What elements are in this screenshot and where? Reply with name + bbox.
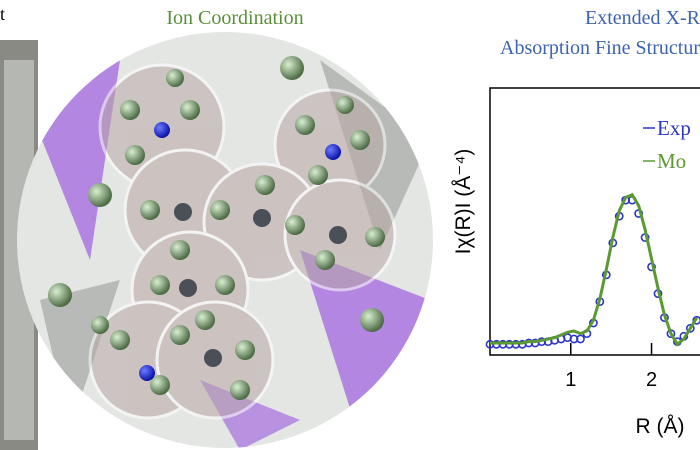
legend-label: Mo [657,149,686,173]
legend-label: Exp [657,116,691,140]
x-tick-label: 1 [565,369,576,391]
y-axis-label: Iχ(R)I (Å⁻⁴) [452,149,475,255]
x-tick-label: 2 [646,369,657,391]
plot-frame [489,87,700,356]
x-axis-label: R (Å) [636,415,685,438]
data-point [685,323,695,333]
right-title-line: Absorption Fine Structur [500,37,700,59]
data-point [576,334,585,344]
data-line [490,192,699,347]
center-title: Ion Coordination [166,7,303,29]
right-title-line: Extended X-R [585,7,700,29]
data-point [692,315,700,325]
left-label: t [0,4,5,24]
chart: 1 2 R (Å) Iχ(R)I (Å⁻⁴) Exp Mo [452,87,700,438]
illustration [17,32,433,448]
